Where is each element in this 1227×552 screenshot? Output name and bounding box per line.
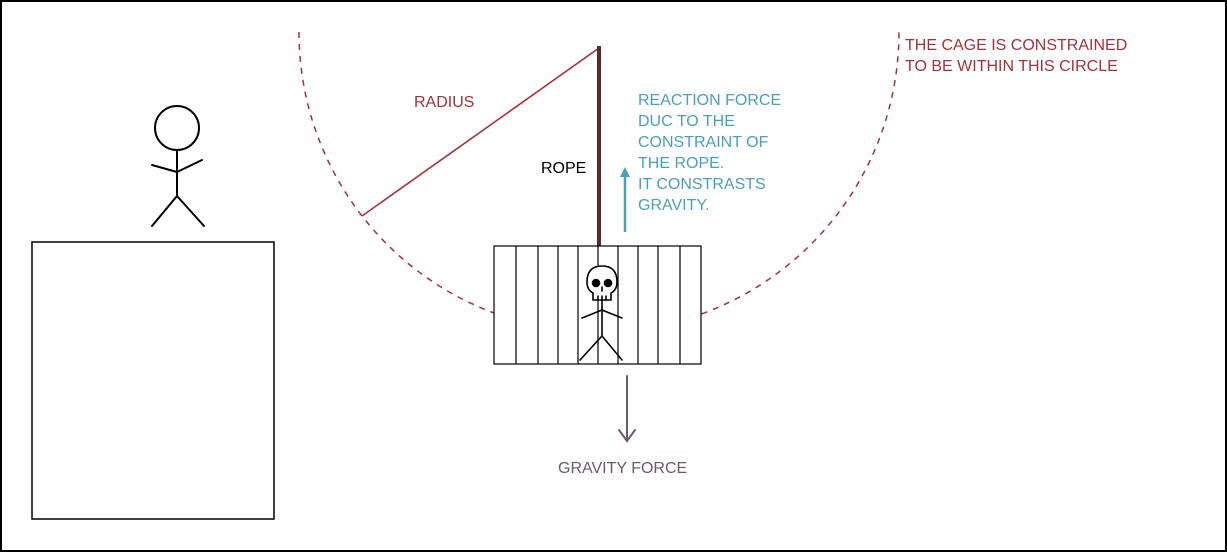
reaction-force-label-line: CONSTRAINT OF	[638, 134, 769, 151]
constraint-circle-label-line: THE CAGE IS CONSTRAINED	[905, 37, 1128, 54]
radius-line	[361, 47, 600, 217]
reaction-force-label-line: THE ROPE.	[638, 155, 725, 172]
constraint-circle-label: THE CAGE IS CONSTRAINED TO BE WITHIN THI…	[905, 35, 1127, 77]
cage	[493, 245, 702, 365]
reaction-force-label-line: IT CONSTRASTS	[638, 176, 766, 193]
constraint-circle-label-line: TO BE WITHIN THIS CIRCLE	[905, 58, 1118, 75]
platform-box	[31, 241, 275, 520]
standing-person	[151, 105, 205, 227]
skeleton-prisoner	[579, 265, 623, 361]
reaction-force-label-line: DUC TO THE	[638, 113, 735, 130]
reaction-force-label: REACTION FORCE DUC TO THE CONSTRAINT OF …	[638, 90, 781, 216]
gravity-force-label: GRAVITY FORCE	[558, 460, 688, 477]
radius-label: RADIUS	[414, 94, 475, 111]
person-head	[154, 105, 200, 151]
reaction-force-label-line: GRAVITY.	[638, 197, 710, 214]
skull-icon	[586, 265, 618, 301]
reaction-force-label-line: REACTION FORCE	[638, 92, 782, 109]
gravity-force-arrow	[618, 375, 636, 443]
rope-label: ROPE	[541, 160, 587, 177]
